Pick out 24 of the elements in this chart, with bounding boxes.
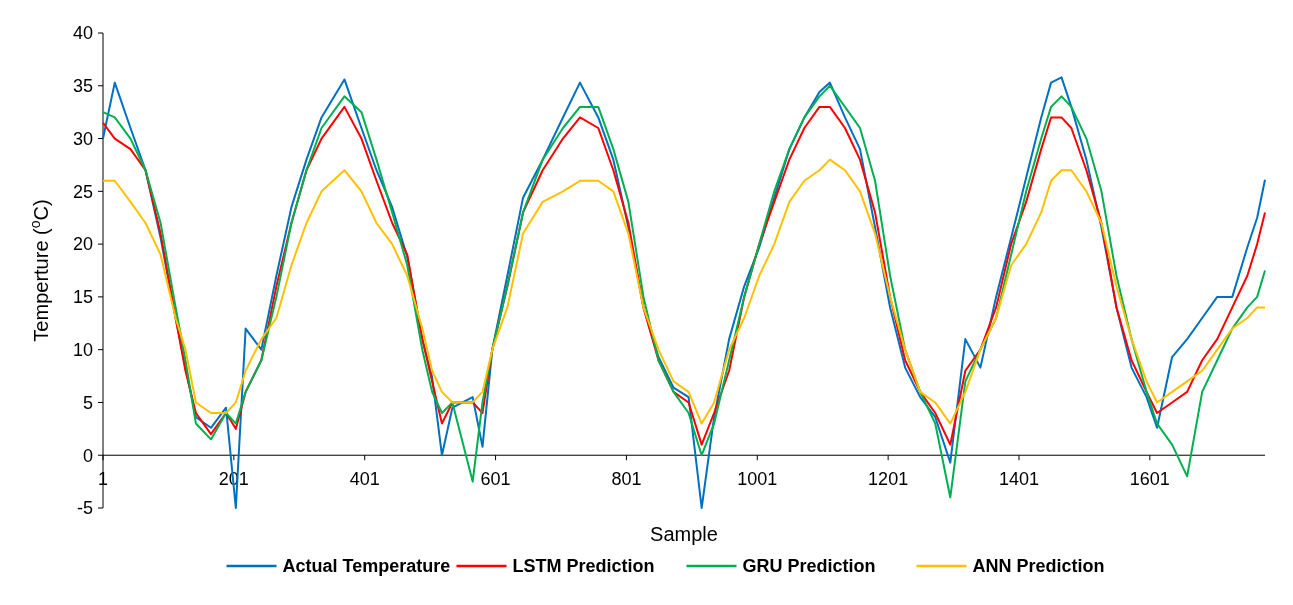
y-tick-label: 15 [72,287,93,308]
x-tick-label: 1401 [998,469,1040,490]
y-tick-label: 10 [72,339,93,360]
legend-label: LSTM Prediction [512,556,655,577]
x-tick-label: 1001 [737,469,778,490]
y-tick-label: -5 [76,498,93,519]
y-tick-label: 20 [72,234,93,255]
x-axis-title: Sample [650,523,718,545]
x-tick-label: 801 [611,469,642,490]
line-series [102,158,1266,425]
y-tick-label: 0 [82,445,93,466]
y-tick-label: 5 [82,392,93,413]
y-tick-label: 40 [72,23,93,44]
x-tick-label: 601 [480,469,511,490]
x-tick-label: 1601 [1129,469,1170,490]
legend-label: GRU Prediction [742,556,876,577]
x-tick-label: 1 [97,469,109,490]
y-tick-label: 25 [72,181,93,202]
y-tick-label: 35 [72,76,93,97]
legend-label: ANN Prediction [972,556,1105,577]
legend-label: Actual Temperature [282,556,451,577]
x-tick-label: 401 [349,469,380,490]
x-tick-label: 1201 [868,469,909,490]
y-tick-label: 30 [72,128,93,149]
